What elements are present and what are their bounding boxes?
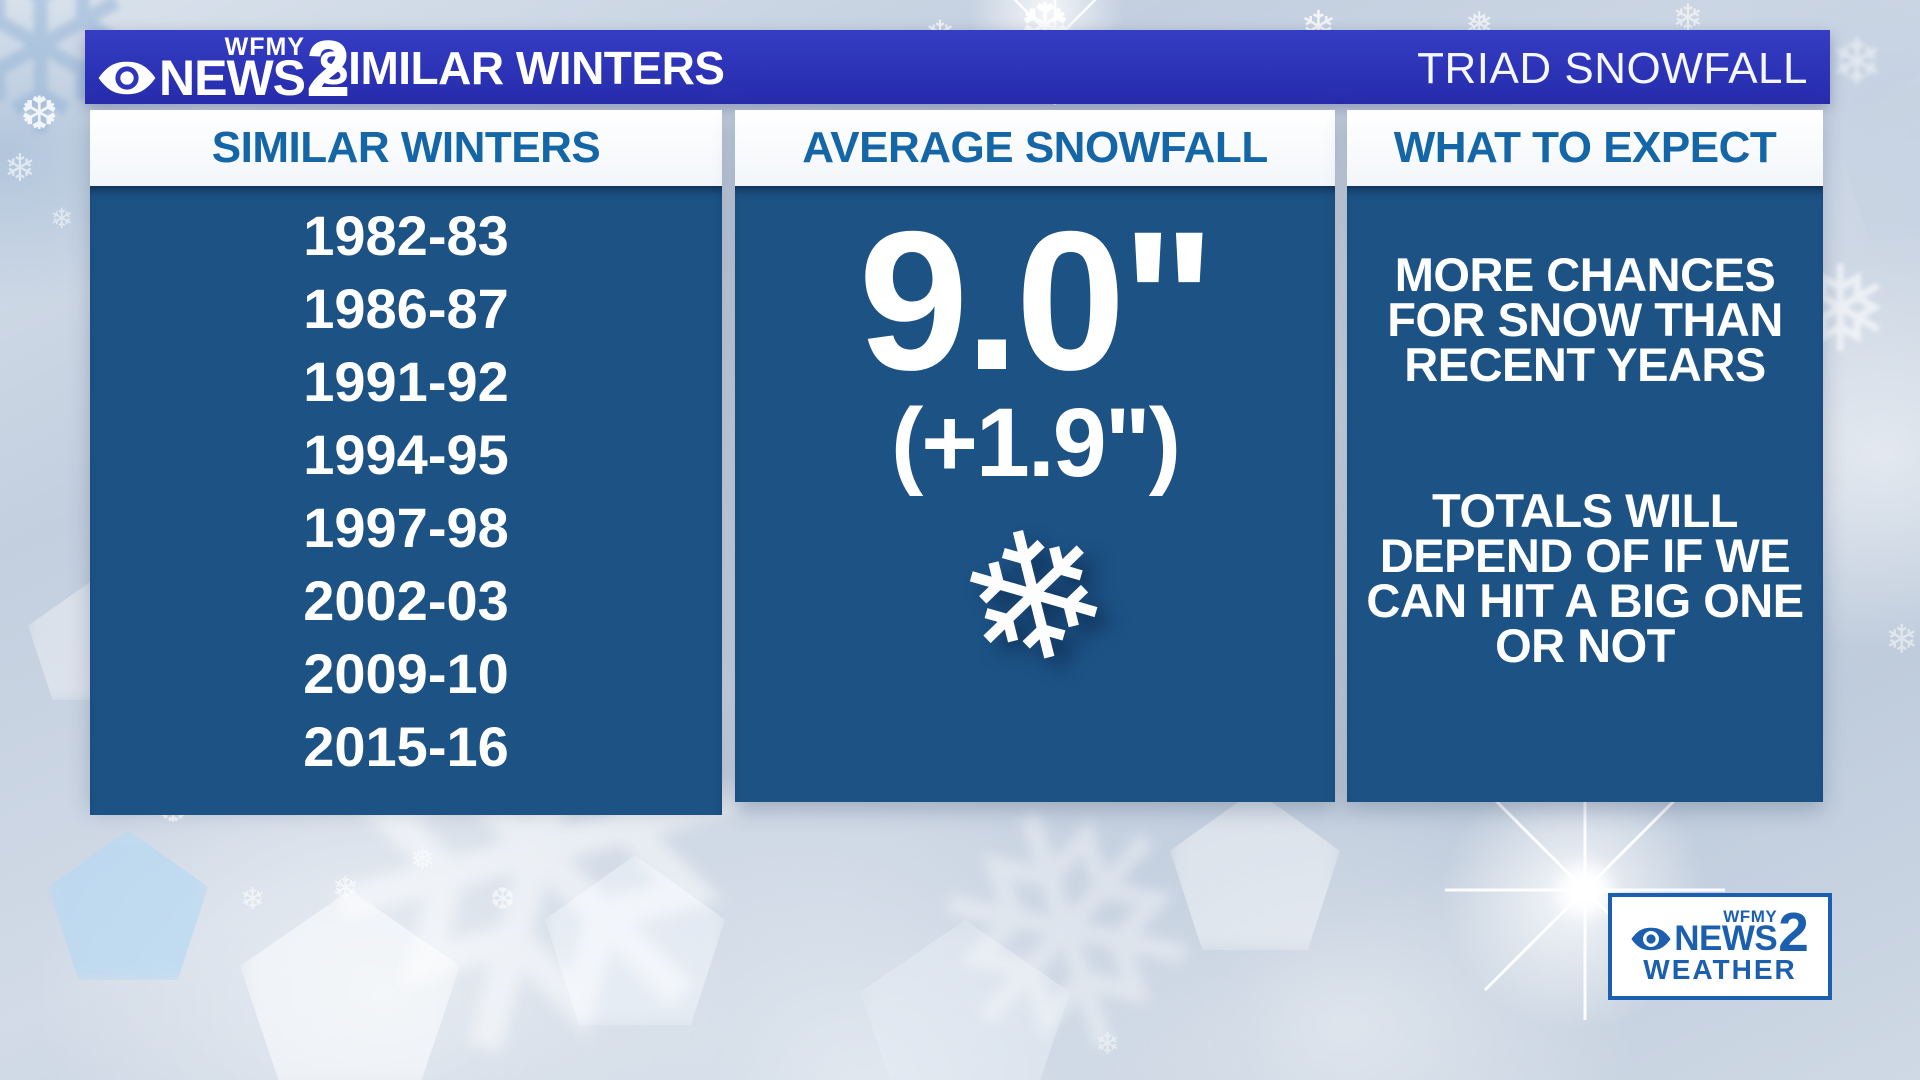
- background-snowflake-icon: ❄: [1830, 26, 1884, 98]
- winter-year: 2009-10: [303, 642, 509, 705]
- weather-station-logo: WFMY NEWS 2: [1631, 901, 1809, 964]
- snowflake-icon: ❄: [938, 483, 1132, 713]
- winter-year: 1991-92: [303, 350, 509, 413]
- snowfall-departure-value: (+1.9"): [890, 388, 1181, 498]
- what-to-expect-content: MORE CHANCES FOR SNOW THAN RECENT YEARS …: [1347, 186, 1823, 802]
- background-snowflake-icon: ❄: [240, 883, 266, 916]
- weather-logo-box: WFMY NEWS 2 WEATHER: [1608, 893, 1832, 1000]
- graphic-title: SIMILAR WINTERS: [318, 42, 725, 94]
- header-bar: WFMY NEWS 2 SIMILAR WINTERS TRIAD SNOWFA…: [85, 24, 1830, 114]
- winter-year: 1986-87: [303, 277, 509, 340]
- station-news-word: NEWS: [159, 50, 306, 106]
- background-snowflake-icon: ❅: [410, 843, 436, 876]
- panel-average-snowfall: AVERAGE SNOWFALL 9.0" (+1.9") ❄: [735, 110, 1335, 802]
- expect-text-block: TOTALS WILL DEPEND OF IF WE CAN HIT A BI…: [1366, 484, 1804, 672]
- station-logo-text: WFMY NEWS: [159, 32, 306, 106]
- expect-line: DEPEND OF IF WE: [1379, 529, 1791, 582]
- winter-year: 1997-98: [303, 496, 509, 559]
- expect-line: RECENT YEARS: [1404, 338, 1766, 391]
- cbs-eye-icon: [98, 61, 156, 95]
- panel-average-snowfall-header: AVERAGE SNOWFALL: [735, 110, 1335, 186]
- expect-text-block: MORE CHANCES FOR SNOW THAN RECENT YEARS: [1387, 248, 1783, 391]
- background-snowflake-icon: ❄: [4, 148, 36, 190]
- background-snowflake-icon: ❄: [50, 203, 74, 234]
- average-snowfall-content: 9.0" (+1.9") ❄: [735, 186, 1335, 802]
- cbs-eye-icon: [1631, 927, 1671, 950]
- winter-year: 2015-16: [303, 715, 509, 778]
- graphic-subtitle: TRIAD SNOWFALL: [1417, 44, 1808, 93]
- expect-line: FOR SNOW THAN: [1387, 293, 1783, 346]
- background-snowflake-icon: ❆: [20, 87, 59, 139]
- station-channel-number: 2: [306, 24, 351, 114]
- background-snowflake-icon: ❆: [490, 883, 516, 916]
- background-snowflake-icon: ❄: [1095, 1028, 1121, 1061]
- station-logo: WFMY NEWS 2: [98, 24, 351, 114]
- station-channel-number: 2: [1778, 901, 1809, 964]
- winter-year: 2002-03: [303, 569, 509, 632]
- panel-similar-winters-header: SIMILAR WINTERS: [90, 110, 722, 186]
- background-snowflake-icon: ❄: [332, 870, 359, 906]
- sparkle-starburst-icon: [1445, 760, 1725, 1020]
- expect-line: MORE CHANCES: [1394, 248, 1776, 301]
- average-snowfall-value: 9.0": [858, 190, 1215, 411]
- expect-line: OR NOT: [1495, 619, 1675, 672]
- panel-what-to-expect-header: WHAT TO EXPECT: [1347, 110, 1823, 186]
- station-call-letters: WFMY: [1723, 907, 1778, 927]
- station-news-word: NEWS: [1674, 918, 1778, 958]
- expect-line: TOTALS WILL: [1431, 484, 1739, 537]
- panel-what-to-expect: WHAT TO EXPECT MORE CHANCES FOR SNOW THA…: [1347, 110, 1823, 802]
- background-snowflake-icon: ❄: [1885, 618, 1919, 662]
- similar-winters-list: 1982-83 1986-87 1991-92 1994-95 1997-98 …: [90, 186, 722, 815]
- weather-label: WEATHER: [1643, 953, 1797, 985]
- winter-year: 1982-83: [303, 204, 509, 267]
- station-logo-text: WFMY NEWS: [1674, 907, 1778, 958]
- winter-year: 1994-95: [303, 423, 509, 486]
- panel-similar-winters: SIMILAR WINTERS 1982-83 1986-87 1991-92 …: [90, 110, 722, 815]
- expect-line: CAN HIT A BIG ONE: [1366, 574, 1804, 627]
- station-call-letters: WFMY: [224, 32, 305, 61]
